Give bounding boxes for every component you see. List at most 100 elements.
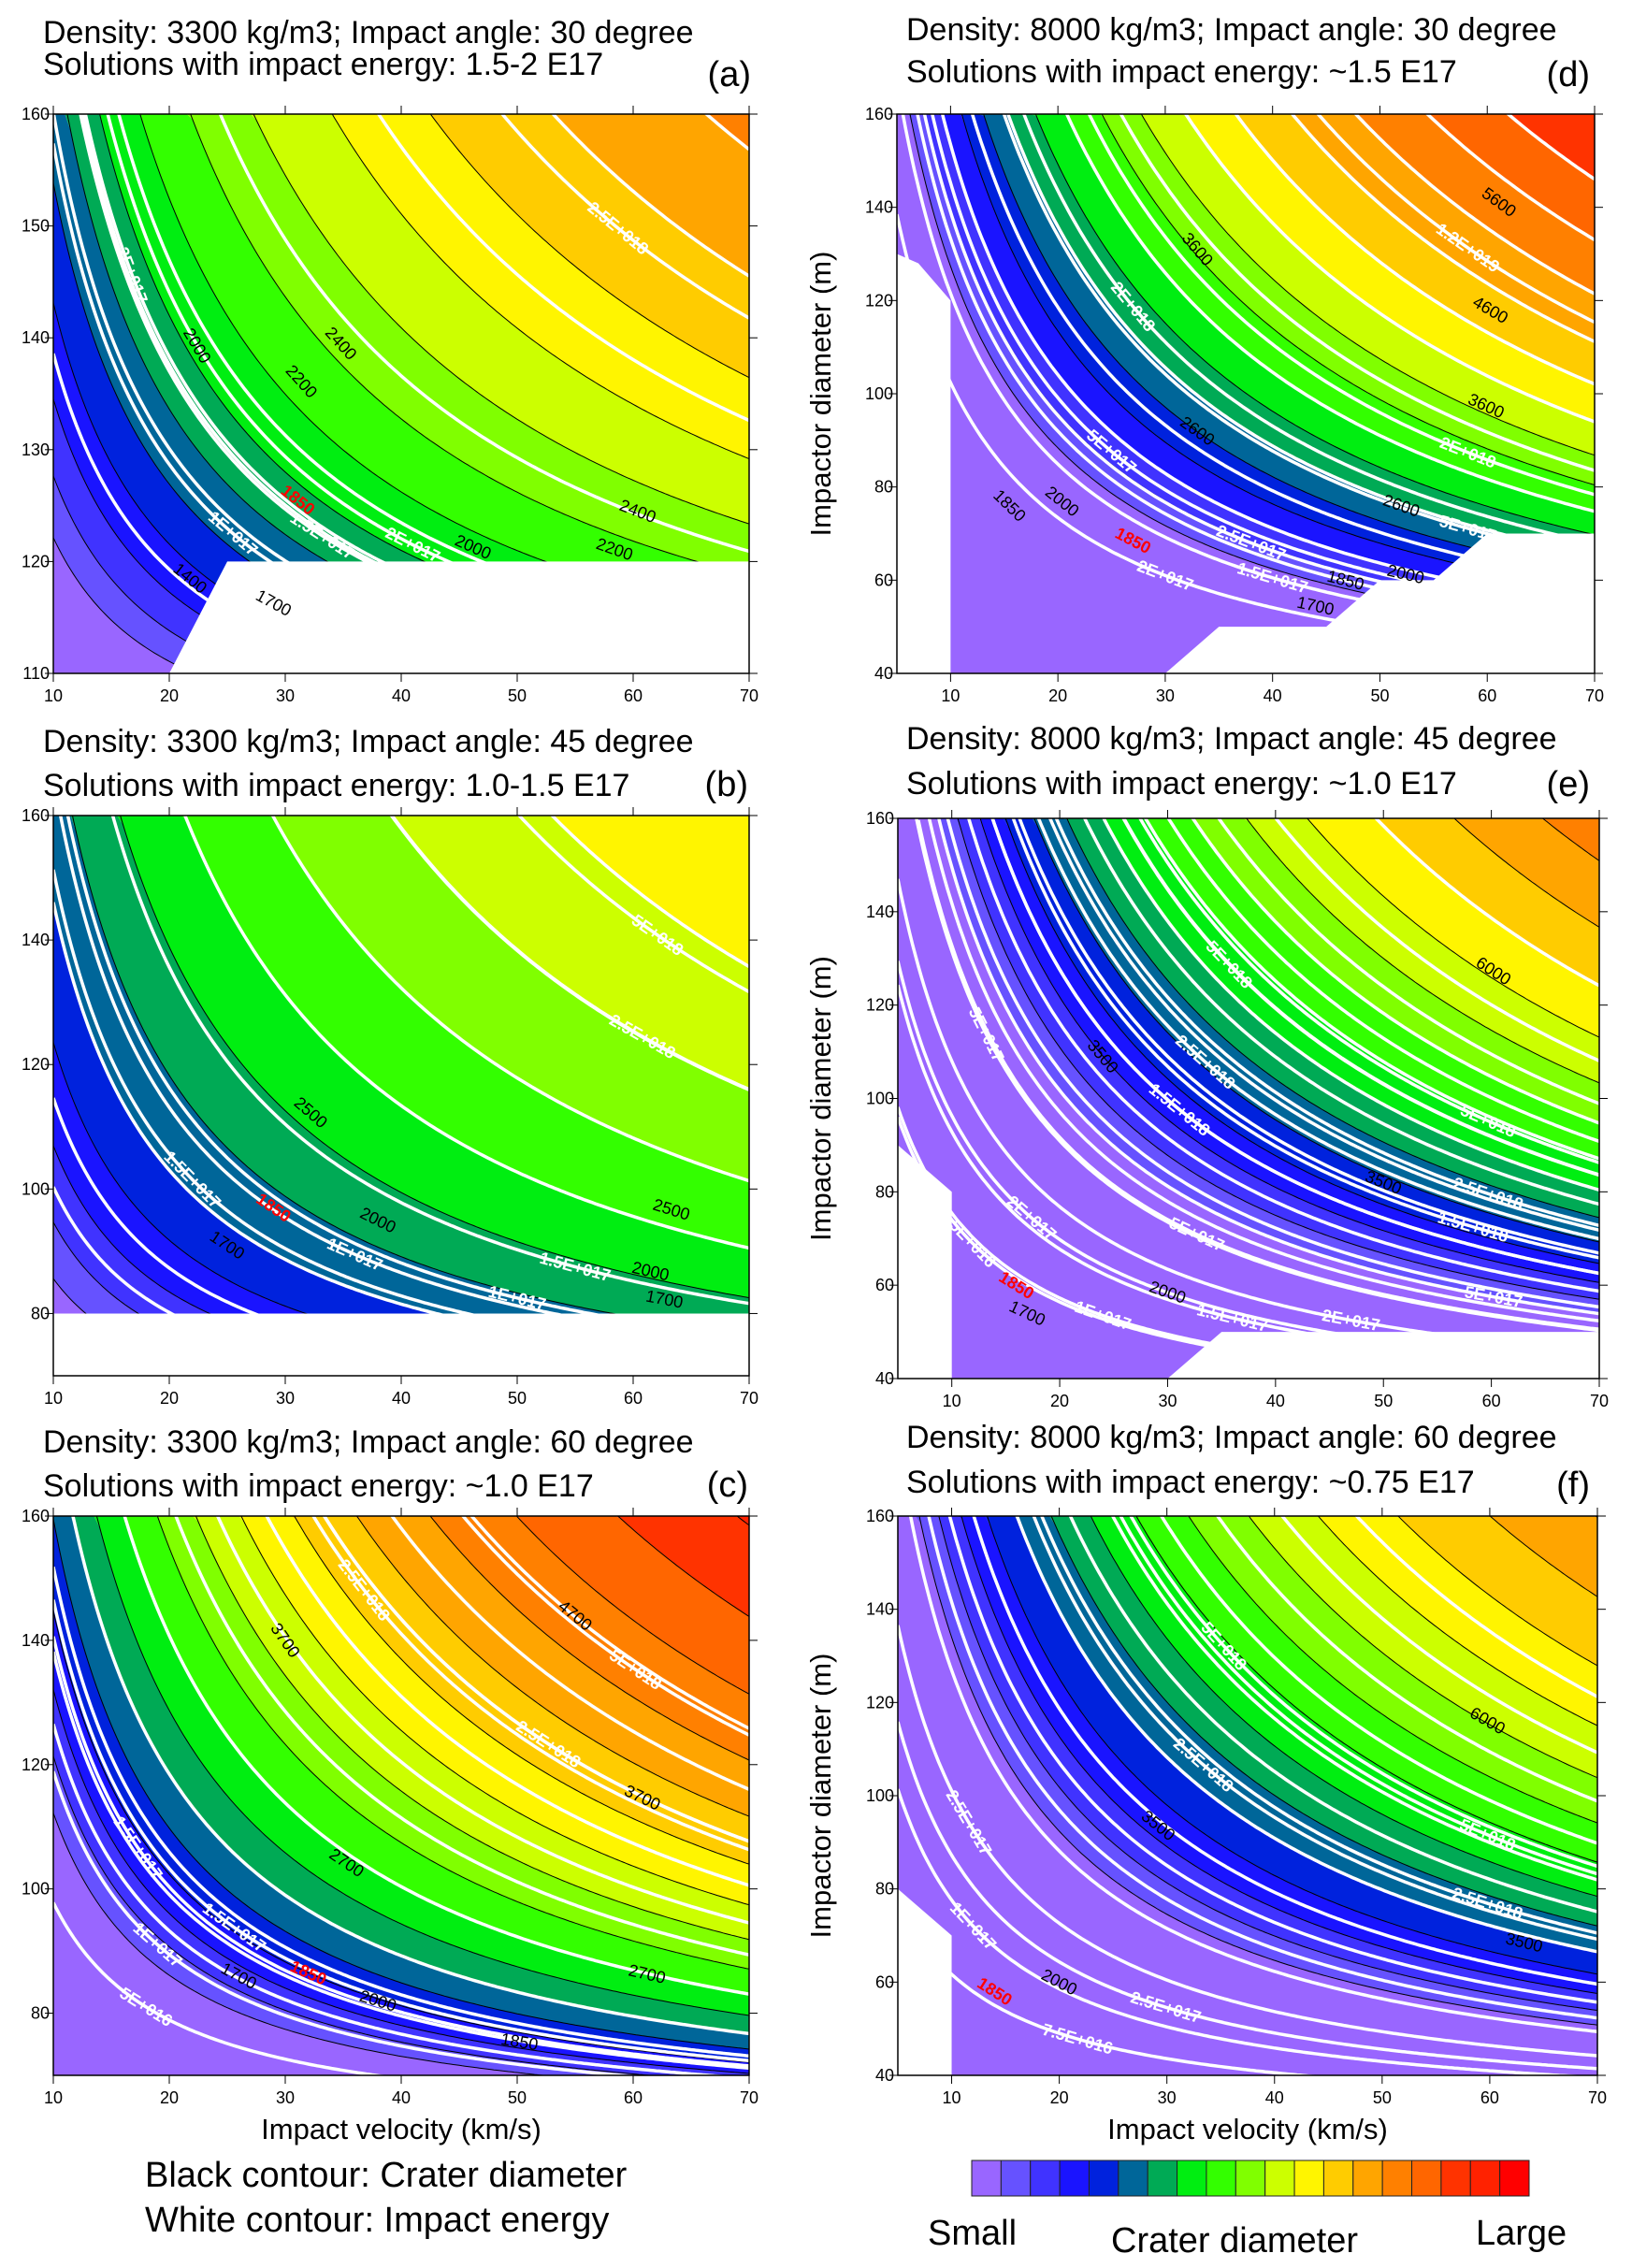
crater-band-4 bbox=[53, 902, 749, 1376]
energy-contour-line bbox=[516, 816, 749, 994]
panel-title-line1: Density: 3300 kg/m3; Impact angle: 60 de… bbox=[43, 1424, 694, 1460]
crater-band-5 bbox=[53, 114, 749, 673]
crater-band-8 bbox=[53, 816, 749, 1249]
y-tick-label: 120 bbox=[865, 291, 893, 310]
energy-contour-line bbox=[1040, 1516, 1597, 1935]
energy-contour-line bbox=[1191, 818, 1599, 1125]
crater-band-3 bbox=[897, 114, 1595, 605]
energy-contour-line bbox=[1005, 114, 1595, 557]
energy-contour-line bbox=[1215, 1516, 1597, 1803]
energy-contour-line bbox=[110, 816, 749, 1306]
energy-contour-line bbox=[1082, 818, 1599, 1206]
energy-contour-line bbox=[71, 1516, 749, 2036]
y-tick-label: 160 bbox=[866, 809, 894, 828]
energy-contour-line bbox=[53, 1651, 749, 2071]
crater-band-9 bbox=[897, 114, 1595, 485]
energy-contour-line bbox=[1373, 818, 1599, 988]
crater-band-6 bbox=[897, 114, 1595, 556]
crater-contour-line bbox=[960, 1516, 1597, 1994]
x-tick-label: 50 bbox=[1374, 1392, 1393, 1410]
panel-tag: (d) bbox=[1547, 55, 1590, 94]
energy-contour-line bbox=[1047, 818, 1599, 1233]
energy-contour-line bbox=[1354, 1516, 1597, 1698]
crater-contour-line bbox=[957, 818, 1599, 1300]
crater-contour-line bbox=[240, 1516, 749, 1906]
crater-contour-line bbox=[987, 1516, 1597, 1975]
y-tick-label: 160 bbox=[22, 806, 50, 825]
energy-contour-line bbox=[551, 114, 749, 278]
energy-contour-line bbox=[947, 1516, 1597, 2004]
energy-contour-line bbox=[1119, 114, 1595, 472]
crater-band-12 bbox=[53, 1516, 749, 1865]
x-tick-label: 20 bbox=[160, 686, 179, 705]
energy-contour-line bbox=[1036, 818, 1599, 1241]
colorbar-swatch-11 bbox=[1293, 2160, 1324, 2197]
x-tick-label: 70 bbox=[740, 686, 758, 705]
panels: Density: 3300 kg/m3; Impact angle: 30 de… bbox=[22, 12, 1609, 2145]
crater-band-11 bbox=[898, 818, 1599, 1038]
y-tick-label: 100 bbox=[866, 1090, 894, 1108]
y-tick-label: 140 bbox=[22, 931, 50, 949]
energy-contour-line bbox=[1054, 818, 1599, 1228]
no-solution-region bbox=[1167, 1332, 1599, 1379]
x-tick-label: 40 bbox=[1266, 1392, 1285, 1410]
crater-contour-line bbox=[53, 1518, 749, 2050]
crater-band-11 bbox=[897, 114, 1595, 422]
colorbar-swatch-0 bbox=[971, 2160, 1002, 2197]
crater-band-15 bbox=[53, 1516, 749, 1695]
energy-contour-line bbox=[1087, 114, 1595, 497]
crater-contour-line bbox=[979, 818, 1599, 1283]
crater-contour-line bbox=[1397, 1516, 1597, 1667]
x-tick-label: 40 bbox=[1265, 2088, 1284, 2107]
panel-a: Density: 3300 kg/m3; Impact angle: 30 de… bbox=[22, 15, 758, 705]
y-tick-label: 160 bbox=[865, 105, 893, 123]
energy-contour-line bbox=[1505, 114, 1595, 181]
crater-band-3 bbox=[53, 1042, 749, 1376]
x-axis-title: Impact velocity (km/s) bbox=[261, 2113, 542, 2145]
y-tick-label: 140 bbox=[865, 198, 893, 217]
energy-contour-line bbox=[322, 1516, 749, 1843]
y-tick-label: 100 bbox=[865, 384, 893, 403]
crater-contour-line bbox=[1066, 818, 1599, 1219]
crater-band-0 bbox=[898, 818, 1599, 1379]
energy-contour-line bbox=[1015, 1516, 1597, 1954]
energy-contour-line bbox=[1021, 114, 1595, 545]
energy-contour-line bbox=[1217, 818, 1599, 1105]
energy-contour-line bbox=[1273, 818, 1599, 1062]
crater-band-12 bbox=[898, 818, 1599, 986]
crater-band-8 bbox=[897, 114, 1595, 512]
crater-band-11 bbox=[53, 1516, 749, 1905]
energy-contour-line bbox=[53, 1566, 749, 2059]
energy-contour-line bbox=[174, 1516, 749, 1957]
colorbar-low-label: Small bbox=[928, 2214, 1017, 2253]
energy-contour-line bbox=[53, 1770, 639, 2075]
crater-contour-line bbox=[95, 1516, 749, 2016]
x-tick-label: 30 bbox=[276, 686, 295, 705]
colorbar-swatch-13 bbox=[1352, 2160, 1383, 2197]
energy-contour-line bbox=[1316, 114, 1595, 324]
no-solution-region bbox=[897, 253, 951, 673]
crater-contour-line bbox=[1033, 818, 1599, 1243]
crater-contour-line bbox=[294, 1516, 749, 1865]
crater-band-5 bbox=[898, 818, 1599, 1242]
crater-band-10 bbox=[53, 1516, 749, 1940]
crater-band-6 bbox=[53, 1516, 749, 2034]
y-tick-label: 80 bbox=[875, 1880, 894, 1899]
crater-contour-line bbox=[1101, 114, 1595, 485]
crater-band-6 bbox=[898, 818, 1599, 1218]
y-tick-label: 120 bbox=[22, 552, 50, 571]
energy-contour-line bbox=[376, 114, 749, 423]
crater-contour-line bbox=[53, 537, 195, 673]
energy-contour-line bbox=[1234, 114, 1595, 386]
energy-contour-line bbox=[1064, 114, 1595, 513]
x-tick-label: 70 bbox=[1588, 2088, 1607, 2107]
no-solution-region bbox=[898, 1888, 952, 2075]
panel-e: Density: 8000 kg/m3; Impact angle: 45 de… bbox=[804, 721, 1609, 1410]
x-tick-label: 40 bbox=[392, 686, 411, 705]
y-tick-label: 80 bbox=[31, 2004, 50, 2023]
crater-band-11 bbox=[53, 114, 749, 459]
crater-contour-line bbox=[1453, 818, 1599, 928]
energy-contour-line bbox=[1018, 818, 1599, 1255]
